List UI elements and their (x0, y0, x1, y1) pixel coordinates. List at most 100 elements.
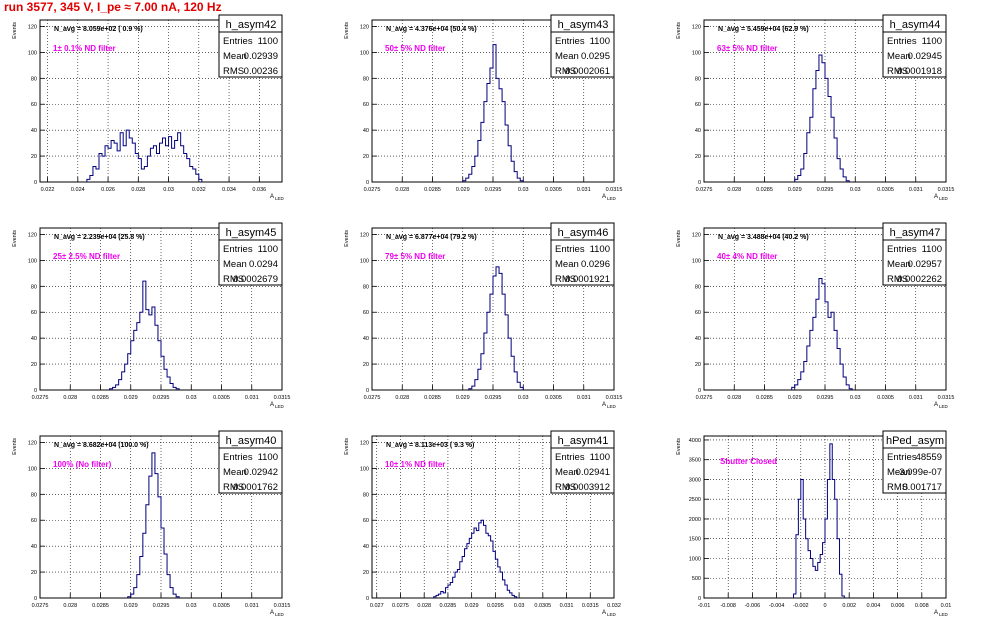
stat-label-mean: Mean (555, 259, 579, 270)
histogram-bin (479, 523, 481, 598)
y-tick-label: 0 (34, 180, 37, 186)
y-tick-label: 80 (31, 76, 37, 82)
x-tick-label: 0.028 (727, 395, 741, 401)
histogram-outline (791, 278, 853, 390)
x-tick-label: -0.006 (745, 603, 761, 609)
histogram-bin (146, 310, 149, 390)
stat-value-rms: 0.0002061 (565, 66, 610, 77)
x-tick-label: -0.01 (698, 603, 711, 609)
x-tick-label: 0.0275 (32, 395, 49, 401)
x-tick-label: 0.03 (850, 395, 861, 401)
x-axis-title-subscript: LED (607, 196, 617, 201)
x-tick-label: 0.002 (842, 603, 856, 609)
plot-frame (39, 19, 283, 183)
x-tick-label: 0.0305 (877, 395, 894, 401)
filter-annotation: 100% (No filter) (53, 460, 112, 469)
histogram-bin (156, 153, 159, 182)
y-tick-label: 20 (363, 362, 369, 368)
x-tick-label: 0.008 (915, 603, 929, 609)
stat-label-mean: Mean (223, 259, 247, 270)
x-tick-label: 0.031 (909, 395, 923, 401)
stat-label-rms: RMS (887, 274, 908, 285)
y-tick-label: 20 (31, 570, 37, 576)
stats-values-box (550, 31, 615, 78)
stats-box: h_asym45 Entries 1100 Mean 0.0294 RMS0.000267… (218, 222, 283, 286)
histogram-name: h_asym44 (890, 19, 941, 31)
histogram-bin (819, 55, 822, 182)
y-tick-label: 1000 (689, 556, 701, 562)
x-tick-label: 0.0295 (153, 395, 170, 401)
stats-values-box (218, 239, 283, 286)
histogram-bin (166, 146, 169, 182)
x-tick-label: 0.0275 (696, 395, 713, 401)
y-tick-label: 0 (366, 388, 369, 394)
x-tick-label: 0.028 (395, 187, 409, 193)
stat-value-entries: 1100 (590, 452, 610, 463)
histogram-outline (86, 129, 203, 182)
histogram-bin (172, 148, 175, 182)
stat-value-rms: 0.0002262 (897, 274, 942, 285)
filter-annotation: 1± 0.1% ND filter (53, 44, 116, 53)
y-tick-label: 60 (363, 102, 369, 108)
x-tick-label: 0.032 (607, 603, 621, 609)
stat-value-mean: 0.02939 (244, 51, 278, 62)
y-tick-label: 120 (28, 24, 37, 30)
x-axis-title-subscript: LED (939, 196, 949, 201)
histogram-outline (433, 519, 518, 598)
stat-label-rms: RMS (555, 66, 576, 77)
stat-value-rms: 0.0003912 (565, 482, 610, 493)
x-tick-label: 0.03 (186, 603, 197, 609)
y-tick-label: 80 (695, 284, 701, 290)
stat-value-rms: 0.0002679 (233, 274, 278, 285)
y-tick-label: 80 (363, 284, 369, 290)
x-axis-title: A (934, 194, 938, 200)
stat-label-rms: RMS (223, 482, 244, 493)
histogram-bin (96, 169, 99, 182)
histogram-bin (828, 317, 831, 390)
navg-label: N_avg = 2.239e+04 (25.8 %) (54, 234, 145, 241)
histogram-panel-h_asym44: 0.0275 0.028 0.0285 0.029 0.0295 0.03 0.0305 0.… (676, 14, 954, 201)
x-tick-label: 0.029 (124, 603, 138, 609)
histogram-panel-h_asym43: 0.0275 0.028 0.0285 0.029 0.0295 0.03 0.0305 0.… (344, 14, 622, 201)
x-tick-label: 0.024 (71, 187, 85, 193)
y-tick-label: 80 (695, 76, 701, 82)
y-tick-label: 20 (363, 570, 369, 576)
x-axis-title-subscript: LED (275, 404, 285, 409)
y-tick-label: 60 (31, 102, 37, 108)
y-tick-label: 100 (28, 50, 37, 56)
y-axis-title: Events (344, 22, 350, 39)
stats-box: hPed_asym Entries 48559 Mean-3.099e-07 RMS0.… (882, 430, 947, 494)
stat-value-mean: 0.02941 (576, 467, 610, 478)
x-tick-label: 0.028 (395, 395, 409, 401)
stat-value-rms: 0.0001918 (897, 66, 942, 77)
y-tick-label: 0 (366, 180, 369, 186)
x-tick-label: 0 (823, 603, 826, 609)
x-tick-label: 0.0305 (213, 603, 230, 609)
x-tick-label: 0.022 (41, 187, 55, 193)
x-tick-label: 0.0285 (424, 187, 441, 193)
x-tick-label: -0.002 (793, 603, 809, 609)
x-tick-label: 0.0275 (696, 187, 713, 193)
y-tick-label: 0 (34, 388, 37, 394)
y-tick-label: 1500 (689, 537, 701, 543)
stat-value-rms: 0.001717 (902, 482, 942, 493)
x-tick-label: 0.029 (456, 187, 470, 193)
x-axis-title: A (602, 610, 606, 616)
x-tick-label: 0.0285 (756, 187, 773, 193)
x-tick-label: 0.0295 (487, 603, 504, 609)
histogram-panel-hPed_asym: -0.01 -0.008 -0.006 -0.004 -0.002 0 0.002 0.004… (676, 430, 951, 617)
histogram-bin (443, 593, 445, 598)
filter-annotation: 10± 1% ND filter (385, 460, 445, 469)
stat-value-mean: 0.0295 (581, 51, 610, 62)
stat-label-mean: Mean (555, 467, 579, 478)
histogram-bin (137, 323, 140, 390)
histogram-bin (822, 63, 825, 182)
stat-label-mean: Mean (887, 467, 911, 478)
x-tick-label: 0.0275 (364, 395, 381, 401)
x-tick-label: 0.028 (131, 187, 145, 193)
stat-value-entries: 1100 (258, 36, 278, 47)
stat-label-entries: Entries (887, 452, 917, 463)
stat-value-mean: 0.02945 (908, 51, 942, 62)
x-tick-label: 0.0315 (274, 395, 291, 401)
